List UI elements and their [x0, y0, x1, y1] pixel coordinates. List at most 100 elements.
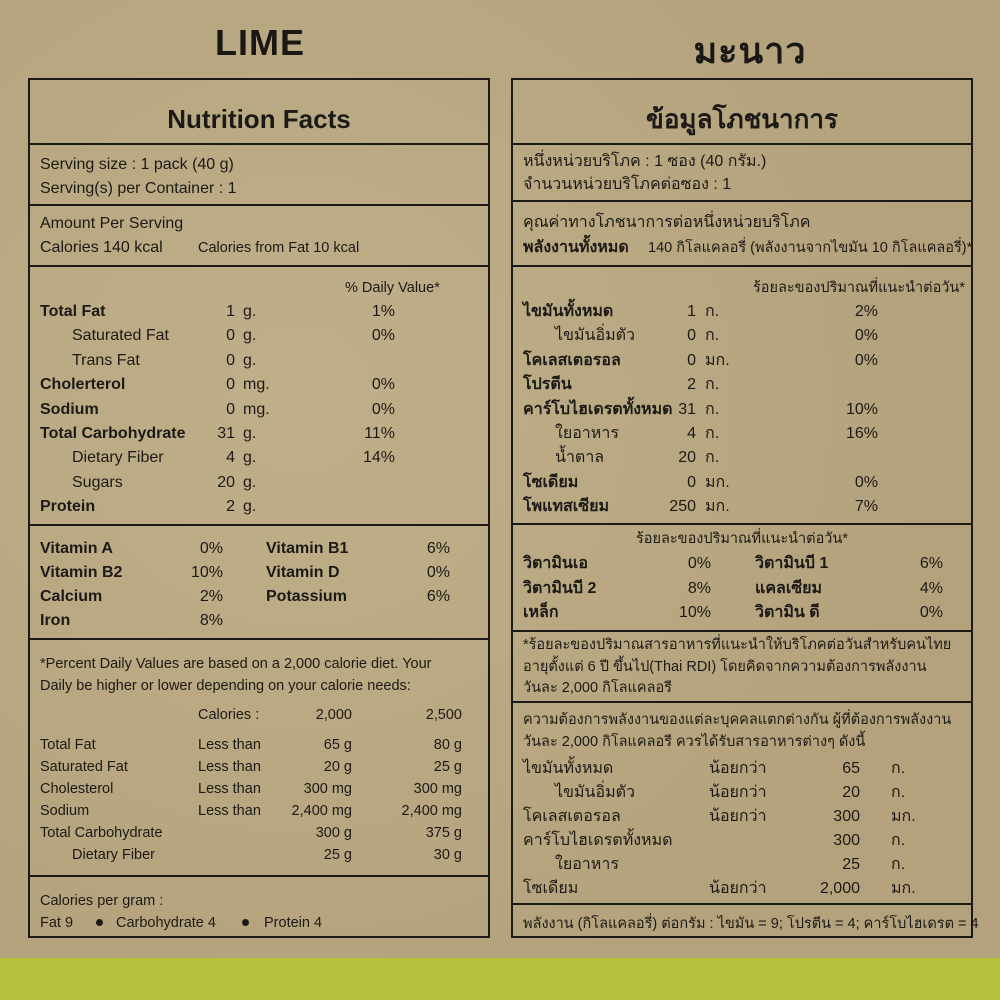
nutrient-name: คาร์โบไฮเดรตทั้งหมด: [523, 400, 673, 418]
nutrient-amount: 0: [687, 473, 696, 491]
divider: [30, 524, 488, 526]
reference-qualifier: Less than: [198, 759, 261, 775]
nutrient-name: ไขมันทั้งหมด: [523, 303, 614, 320]
vitamin-name: วิตามินบี 1: [755, 555, 829, 572]
panel-title: Nutrition Facts: [167, 104, 351, 134]
nutrient-name: Total Carbohydrate: [40, 425, 186, 442]
reference-nutrient: ไขมันทั้งหมด: [523, 760, 614, 777]
nutrient-amount: 20: [217, 473, 235, 491]
heading-th: มะนาว: [693, 30, 807, 71]
nutrient-unit: g.: [243, 327, 257, 345]
energy-needs-note: ความต้องการพลังงานของแต่ละบุคคลแตกต่างกั…: [523, 712, 952, 728]
vitamin-dv: 10%: [190, 564, 223, 581]
reference-header: 2,000: [315, 707, 352, 723]
nutrient-unit: ก.: [705, 376, 720, 394]
divider: [513, 523, 971, 525]
nutrient-dv: 0%: [854, 473, 878, 491]
nutrient-amount: 4: [687, 425, 696, 442]
reference-value: 300: [833, 832, 860, 849]
reference-value: 2,400 mg: [291, 803, 352, 819]
nutrient-name: โปรตีน: [523, 376, 572, 394]
panel-title: ข้อมูลโภชนาการ: [646, 104, 838, 134]
reference-nutrient: คาร์โบไฮเดรตทั้งหมด: [523, 832, 673, 849]
nutrient-unit: มก.: [705, 351, 730, 369]
nutrient-name: Trans Fat: [72, 351, 140, 369]
nutrient-unit: ก.: [705, 449, 720, 467]
footnote: *Percent Daily Values are based on a 2,0…: [40, 656, 432, 672]
nutrient-name: โคเลสเตอรอล: [523, 351, 621, 369]
vitamin-name: วิตามิน ดี: [755, 604, 820, 621]
nutrient-dv: 0%: [371, 327, 395, 345]
calories-per-gram-item: Fat 9: [40, 915, 74, 931]
reference-value: 300 mg: [413, 781, 462, 797]
nutrient-dv: 0%: [854, 327, 878, 345]
divider: [30, 265, 488, 267]
nutrient-amount: 0: [226, 351, 235, 369]
reference-header: Calories :: [198, 707, 260, 723]
bullet-icon: [242, 919, 249, 926]
nutrient-unit: ก.: [705, 425, 720, 442]
reference-nutrient: Total Carbohydrate: [40, 825, 163, 841]
divider: [513, 630, 971, 632]
nutrient-amount: 0: [687, 327, 696, 345]
nutrient-unit: ก.: [705, 400, 720, 418]
reference-nutrient: Sodium: [40, 803, 90, 819]
nutrient-amount: 0: [687, 351, 696, 369]
nutrient-amount: 31: [678, 400, 696, 418]
reference-qualifier: น้อยกว่า: [709, 760, 767, 777]
calories: Calories 140 kcal: [40, 239, 163, 256]
nutrient-unit: mg.: [243, 400, 270, 418]
reference-qualifier: Less than: [198, 781, 261, 797]
footnote: อายุตั้งแต่ 6 ปี ขึ้นไป(Thai RDI) โดยคิด…: [523, 658, 927, 675]
nutrient-unit: มก.: [705, 498, 730, 516]
reference-unit: ก.: [891, 760, 906, 777]
divider: [513, 701, 971, 703]
nutrient-unit: g.: [243, 498, 257, 516]
divider: [513, 265, 971, 267]
calories-per-gram-item: Carbohydrate 4: [116, 915, 216, 931]
divider: [30, 638, 488, 640]
reference-unit: มก.: [891, 880, 916, 897]
nutrient-dv: 11%: [364, 425, 395, 442]
nutrient-unit: mg.: [243, 376, 270, 394]
servings-per-container: Serving(s) per Container : 1: [40, 180, 237, 197]
vitamin-dv: 6%: [426, 588, 450, 605]
calories-per-gram-item: Protein 4: [264, 915, 323, 931]
vitamin-name: แคลเซียม: [755, 579, 823, 597]
reference-nutrient: Dietary Fiber: [72, 847, 155, 863]
nutrient-amount: 1: [226, 303, 235, 320]
reference-unit: มก.: [891, 808, 916, 825]
nutrient-amount: 2: [687, 376, 696, 394]
vitamin-dv: 0%: [687, 555, 711, 572]
calories-value: 140 กิโลแคลอรี่ (พลังงานจากไขมัน 10 กิโล…: [648, 240, 973, 256]
nutrient-unit: g.: [243, 351, 257, 369]
reference-qualifier: Less than: [198, 737, 261, 753]
vitamin-header: ร้อยละของปริมาณที่แนะนำต่อวัน*: [636, 531, 848, 547]
reference-value: 2,000: [819, 880, 860, 897]
reference-value: 300 g: [315, 825, 352, 841]
footnote: วันละ 2,000 กิโลแคลอรี: [523, 680, 672, 696]
nutrient-dv: 0%: [371, 400, 395, 418]
energy-per-gram-note: พลังงาน (กิโลแคลอรี่) ต่อกรัม : ไขมัน = …: [523, 916, 979, 932]
nutrient-unit: มก.: [705, 473, 730, 491]
reference-nutrient: ใยอาหาร: [555, 856, 619, 873]
nutrient-unit: g.: [243, 303, 257, 320]
nutrient-amount: 0: [226, 327, 235, 345]
reference-value: 80 g: [433, 737, 462, 753]
nutrient-unit: g.: [243, 449, 257, 467]
dv-header: ร้อยละของปริมาณที่แนะนำต่อวัน*: [753, 280, 965, 296]
reference-unit: ก.: [891, 856, 906, 873]
reference-nutrient: Cholesterol: [40, 781, 114, 797]
divider: [30, 204, 488, 206]
nutrient-amount: 4: [226, 449, 235, 467]
divider: [513, 143, 971, 145]
reference-value: 20: [842, 784, 860, 801]
divider: [513, 200, 971, 202]
reference-qualifier: น้อยกว่า: [709, 880, 767, 897]
nutrient-dv: 0%: [371, 376, 395, 394]
divider: [513, 903, 971, 905]
heading-en: LIME: [215, 22, 305, 63]
nutrient-unit: ก.: [705, 327, 720, 345]
serving-size: หนึ่งหน่วยบริโภค : 1 ซอง (40 กรัม.): [523, 153, 767, 170]
vitamin-name: Calcium: [40, 588, 103, 605]
